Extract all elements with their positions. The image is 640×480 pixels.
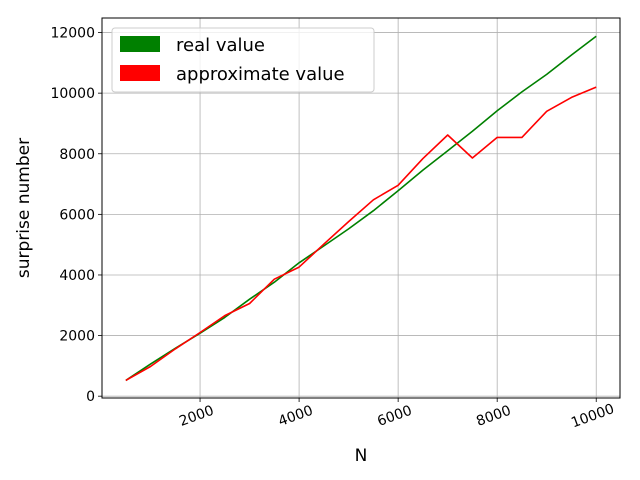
legend-swatch-approximate-value: [120, 65, 160, 81]
legend: real value approximate value: [112, 28, 374, 92]
y-tick-label: 4000: [59, 268, 95, 284]
y-tick-label: 6000: [59, 207, 95, 223]
y-axis-title: surprise number: [14, 138, 34, 278]
y-tick-label: 8000: [59, 147, 95, 163]
y-tick-label: 10000: [50, 86, 95, 102]
y-tick-label: 12000: [50, 26, 95, 42]
y-tick-label: 2000: [59, 329, 95, 345]
legend-label-real-value: real value: [176, 35, 265, 56]
x-axis-title: N: [355, 446, 368, 466]
y-tick-label: 0: [86, 389, 95, 405]
legend-swatch-real-value: [120, 36, 160, 52]
legend-label-approximate-value: approximate value: [176, 64, 345, 85]
